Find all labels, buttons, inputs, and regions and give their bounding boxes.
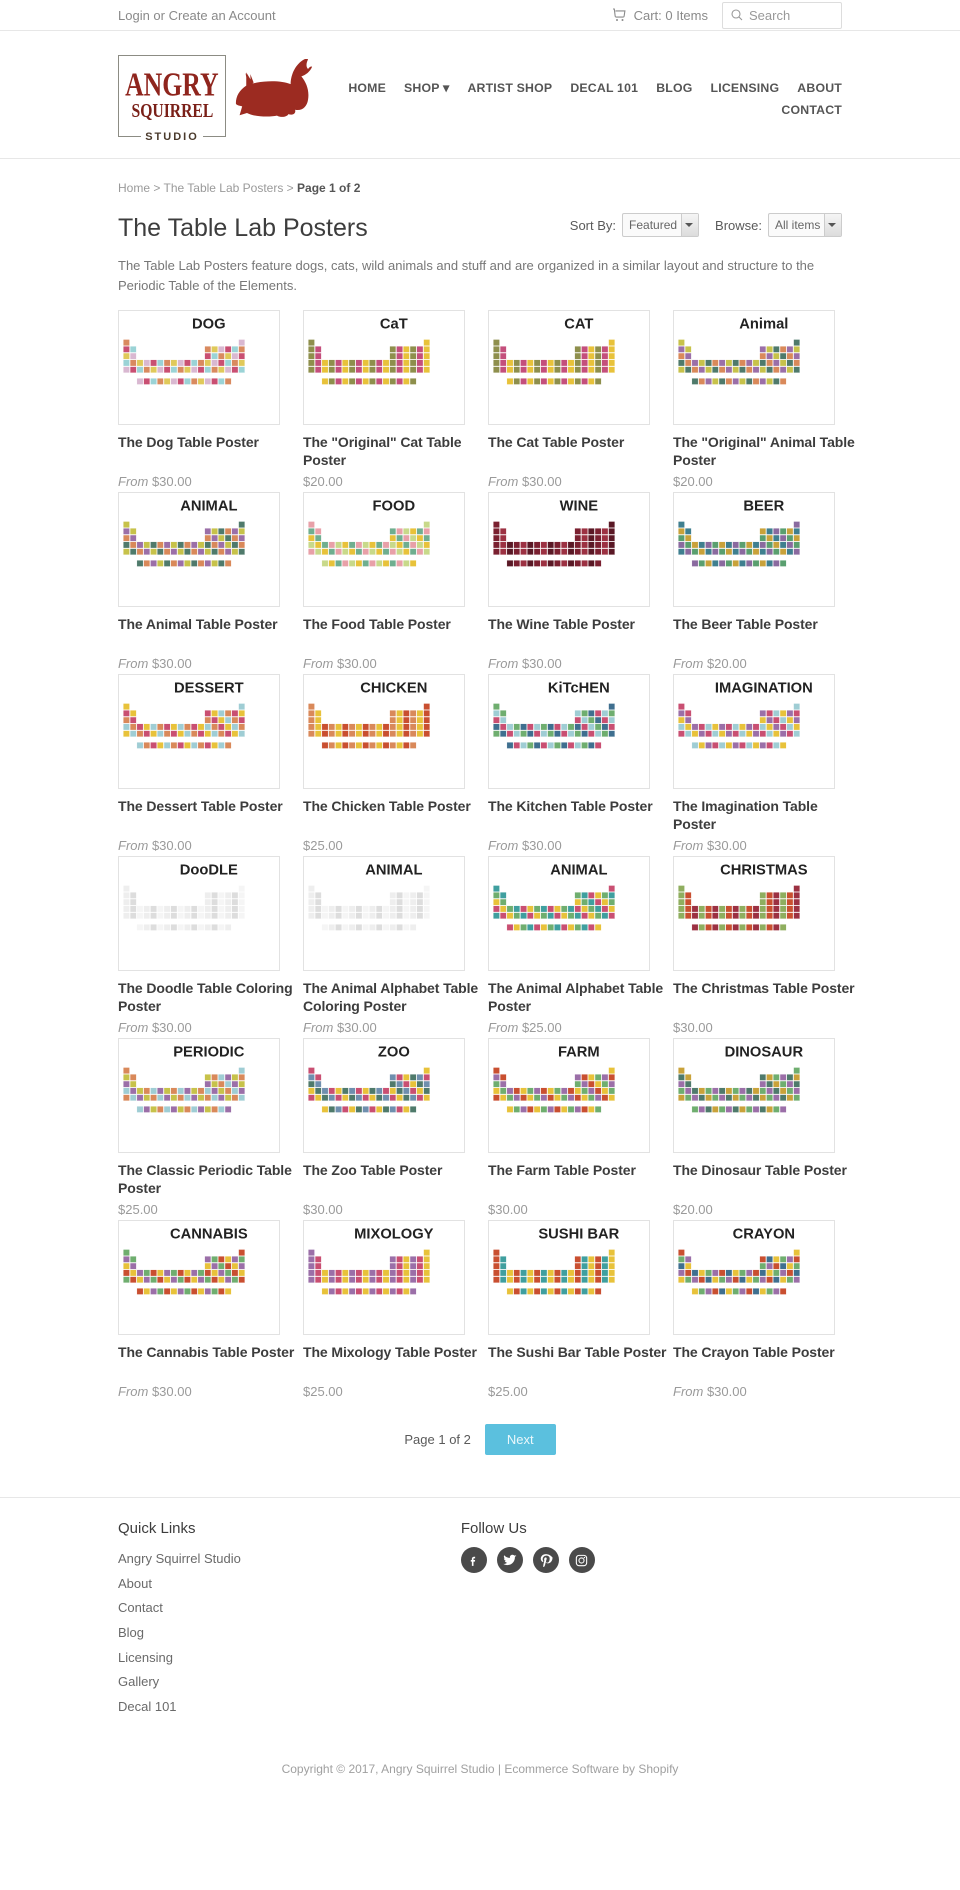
svg-text:MIXOLOGY: MIXOLOGY xyxy=(354,1227,434,1243)
svg-text:DINOSAUR: DINOSAUR xyxy=(725,1045,804,1061)
svg-text:CAT: CAT xyxy=(564,317,593,333)
svg-text:PERIODIC: PERIODIC xyxy=(173,1045,245,1061)
svg-text:ANIMAL: ANIMAL xyxy=(365,863,422,879)
svg-text:BEER: BEER xyxy=(743,499,784,515)
svg-text:Animal: Animal xyxy=(739,317,788,333)
svg-text:KiTcHEN: KiTcHEN xyxy=(548,681,610,697)
svg-text:CHRISTMAS: CHRISTMAS xyxy=(720,863,808,879)
svg-text:CANNABIS: CANNABIS xyxy=(170,1227,248,1243)
svg-text:WINE: WINE xyxy=(560,499,599,515)
svg-text:FOOD: FOOD xyxy=(373,499,416,515)
svg-text:DooDLE: DooDLE xyxy=(180,863,238,879)
svg-text:ZOO: ZOO xyxy=(378,1045,410,1061)
svg-text:ANIMAL: ANIMAL xyxy=(550,863,607,879)
svg-text:DOG: DOG xyxy=(192,317,226,333)
svg-text:CaT: CaT xyxy=(380,317,408,333)
svg-text:FARM: FARM xyxy=(558,1045,600,1061)
svg-text:ANIMAL: ANIMAL xyxy=(180,499,237,515)
svg-text:CHICKEN: CHICKEN xyxy=(360,681,427,697)
svg-text:SUSHI BAR: SUSHI BAR xyxy=(538,1227,619,1243)
svg-text:IMAGINATION: IMAGINATION xyxy=(715,681,813,697)
svg-text:DESSERT: DESSERT xyxy=(174,681,244,697)
svg-text:CRAYON: CRAYON xyxy=(733,1227,795,1243)
